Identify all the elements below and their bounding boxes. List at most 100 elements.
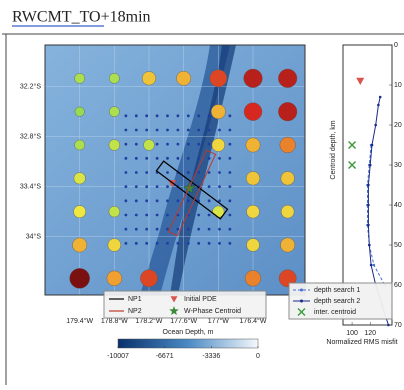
fine-grid-dot [197, 129, 200, 132]
fine-grid-dot [156, 185, 159, 188]
grid-misfit-circle [176, 71, 190, 85]
fine-grid-dot [208, 228, 211, 231]
fine-grid-dot [187, 242, 190, 245]
fine-grid-dot [124, 214, 127, 217]
fine-grid-dot [145, 228, 148, 231]
fine-grid-dot [208, 214, 211, 217]
fine-grid-dot [228, 214, 231, 217]
depth-search-point [370, 264, 373, 267]
y-tick-label: 34°S [26, 233, 42, 241]
fine-grid-dot [135, 143, 138, 146]
grid-misfit-circle [74, 206, 86, 218]
legend-marker [300, 289, 303, 292]
grid-misfit-circle [107, 271, 122, 286]
grid-misfit-circle [246, 138, 260, 152]
fine-grid-dot [166, 114, 169, 117]
fine-grid-dot [156, 114, 159, 117]
grid-misfit-circle [245, 270, 261, 286]
fine-grid-dot [197, 157, 200, 160]
fine-grid-dot [166, 171, 169, 174]
grid-misfit-circle [212, 139, 225, 152]
fine-grid-dot [208, 114, 211, 117]
fine-grid-dot [187, 114, 190, 117]
grid-misfit-circle [210, 70, 227, 87]
fine-grid-dot [135, 185, 138, 188]
fine-grid-dot [135, 214, 138, 217]
fine-grid-dot [145, 114, 148, 117]
fine-grid-dot [197, 114, 200, 117]
y-tick-label: 70 [394, 322, 402, 329]
fine-grid-dot [187, 171, 190, 174]
fine-grid-dot [176, 129, 179, 132]
depth-search-point [379, 96, 382, 99]
grid-misfit-circle [75, 140, 85, 150]
fine-grid-dot [166, 129, 169, 132]
grid-misfit-circle [281, 171, 295, 185]
legend-label: W-Phase Centroid [184, 308, 241, 315]
y-tick-label: 60 [394, 282, 402, 289]
grid-misfit-circle [140, 270, 157, 287]
fine-grid-dot [187, 129, 190, 132]
fine-grid-dot [145, 129, 148, 132]
page-title: RWCMT_TO+18min [12, 9, 151, 26]
fine-grid-dot [208, 129, 211, 132]
colorbar-tick-label: -6671 [156, 353, 174, 360]
depth-search-point [373, 264, 376, 267]
fine-grid-dot [166, 228, 169, 231]
fine-grid-dot [124, 114, 127, 117]
grid-misfit-circle [246, 171, 260, 185]
fine-grid-dot [208, 199, 211, 202]
fine-grid-dot [228, 129, 231, 132]
grid-misfit-circle [244, 103, 262, 121]
grid-misfit-circle [244, 69, 263, 88]
y-tick-label: 20 [394, 122, 402, 129]
y-tick-label: 32.8°S [20, 133, 41, 141]
fine-grid-dot [197, 214, 200, 217]
fine-grid-dot [228, 157, 231, 160]
fine-grid-dot [156, 143, 159, 146]
grid-misfit-circle [74, 173, 86, 185]
grid-misfit-circle [75, 107, 85, 117]
fine-grid-dot [124, 185, 127, 188]
fine-grid-dot [187, 157, 190, 160]
fine-grid-dot [176, 228, 179, 231]
fine-grid-dot [166, 143, 169, 146]
fine-grid-dot [135, 228, 138, 231]
colorbar [118, 339, 258, 348]
depth-search-point [371, 144, 374, 147]
fine-grid-dot [124, 129, 127, 132]
grid-misfit-circle [75, 73, 85, 83]
fine-grid-dot [197, 242, 200, 245]
legend-label: Initial PDE [184, 296, 217, 303]
fine-grid-dot [218, 185, 221, 188]
fine-grid-dot [176, 199, 179, 202]
colorbar-tick-label: -10007 [107, 353, 129, 360]
fine-grid-dot [124, 228, 127, 231]
fine-grid-dot [124, 143, 127, 146]
y-tick-label: 0 [394, 42, 398, 49]
depth-search-point [377, 104, 380, 107]
depth-search-point [374, 124, 377, 127]
fine-grid-dot [197, 171, 200, 174]
grid-misfit-circle [142, 71, 156, 85]
fine-grid-dot [228, 143, 231, 146]
fine-grid-dot [156, 129, 159, 132]
fine-grid-dot [145, 157, 148, 160]
fine-grid-dot [124, 242, 127, 245]
grid-misfit-circle [278, 102, 297, 121]
depth-search-point [369, 164, 372, 167]
grid-misfit-circle [109, 107, 119, 117]
fine-grid-dot [156, 199, 159, 202]
depth-search-point [368, 244, 371, 247]
fine-grid-dot [124, 171, 127, 174]
grid-misfit-circle [144, 140, 155, 151]
fine-grid-dot [124, 157, 127, 160]
fine-grid-dot [197, 143, 200, 146]
fine-grid-dot [187, 199, 190, 202]
fine-grid-dot [156, 242, 159, 245]
fine-grid-dot [208, 185, 211, 188]
fine-grid-dot [166, 242, 169, 245]
fine-grid-dot [145, 171, 148, 174]
fine-grid-dot [166, 214, 169, 217]
fine-grid-dot [208, 171, 211, 174]
